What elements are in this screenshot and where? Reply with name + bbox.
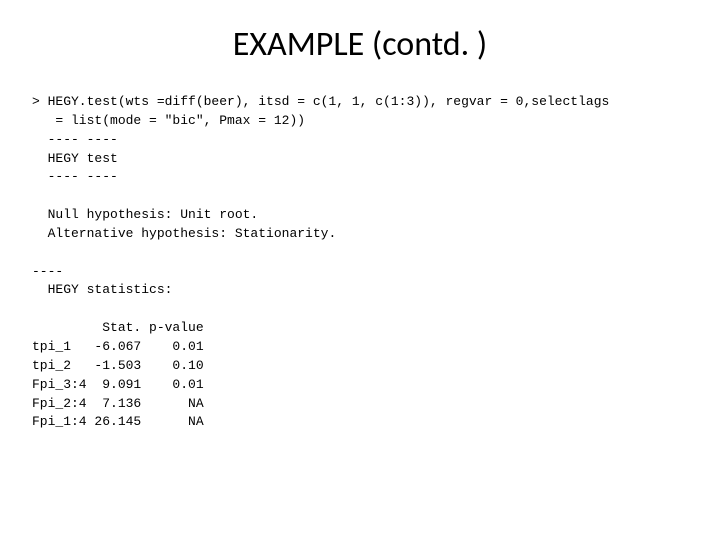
code-line: Fpi_2:4 7.136 NA <box>32 396 204 411</box>
slide: EXAMPLE (contd. ) > HEGY.test(wts =diff(… <box>0 24 720 540</box>
code-line: ---- <box>32 264 63 279</box>
code-line: HEGY statistics: <box>32 282 172 297</box>
code-line: > HEGY.test(wts =diff(beer), itsd = c(1,… <box>32 94 609 109</box>
code-line: Fpi_3:4 9.091 0.01 <box>32 377 204 392</box>
code-line: Fpi_1:4 26.145 NA <box>32 414 204 429</box>
code-line: tpi_1 -6.067 0.01 <box>32 339 204 354</box>
code-line: Alternative hypothesis: Stationarity. <box>32 226 336 241</box>
slide-title: EXAMPLE (contd. ) <box>0 24 720 65</box>
code-line: = list(mode = "bic", Pmax = 12)) <box>32 113 305 128</box>
code-line: tpi_2 -1.503 0.10 <box>32 358 204 373</box>
code-block: > HEGY.test(wts =diff(beer), itsd = c(1,… <box>0 93 720 432</box>
code-line: HEGY test <box>32 151 118 166</box>
code-line: ---- ---- <box>32 132 118 147</box>
code-line: Stat. p-value <box>32 320 204 335</box>
code-line: Null hypothesis: Unit root. <box>32 207 258 222</box>
code-line: ---- ---- <box>32 169 118 184</box>
